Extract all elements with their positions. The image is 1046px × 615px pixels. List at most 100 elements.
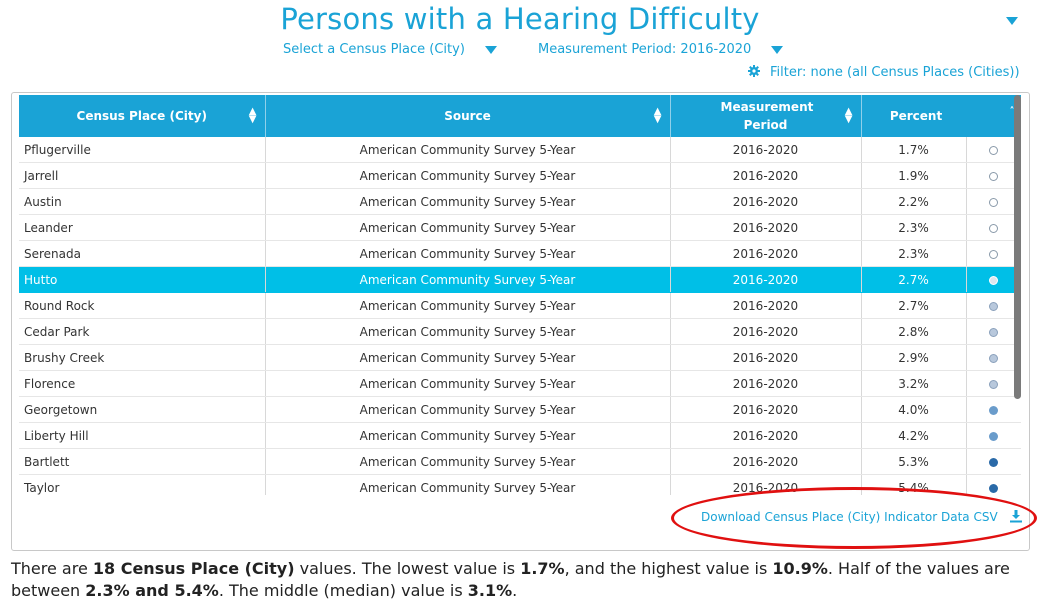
cell-period: 2016-2020: [670, 396, 862, 423]
table-row[interactable]: Round Rock American Community Survey 5-Ye…: [19, 292, 1021, 319]
cell-indicator: [966, 137, 1021, 163]
cell-source: American Community Survey 5-Year: [265, 240, 671, 267]
value-indicator-dot-icon: [989, 301, 998, 311]
cell-city: Jarrell: [19, 162, 266, 189]
value-indicator-dot-icon: [989, 197, 998, 207]
cell-city: Cedar Park: [19, 318, 266, 345]
table-scrollbar[interactable]: [1014, 95, 1021, 399]
data-table: Census Place (City) ▲ ▼ Source ▲ ▼ Measureme…: [19, 95, 1021, 495]
table-row[interactable]: Georgetown American Community Survey 5-Ye…: [19, 396, 1021, 423]
value-indicator-dot-icon: [989, 379, 998, 389]
cell-period: 2016-2020: [670, 344, 862, 371]
period-selector-label: Measurement Period: 2016-2020: [538, 42, 752, 57]
cell-indicator: [966, 448, 1021, 475]
column-header-period[interactable]: Measurement Period ▲ ▼: [670, 95, 862, 137]
place-selector[interactable]: Select a Census Place (City): [283, 42, 497, 57]
cell-percent: 3.2%: [861, 370, 967, 397]
cell-city: Austin: [19, 188, 266, 215]
cell-source: American Community Survey 5-Year: [265, 448, 671, 475]
cell-city: Florence: [19, 370, 266, 397]
cell-source: American Community Survey 5-Year: [265, 422, 671, 449]
cell-source: American Community Survey 5-Year: [265, 137, 671, 163]
cell-indicator: [966, 162, 1021, 189]
cell-indicator: [966, 266, 1021, 293]
cell-indicator: [966, 292, 1021, 319]
cell-city: Pflugerville: [19, 137, 266, 163]
cell-period: 2016-2020: [670, 370, 862, 397]
table-header-row: Census Place (City) ▲ ▼ Source ▲ ▼ Measureme…: [19, 95, 1021, 137]
cell-period: 2016-2020: [670, 162, 862, 189]
cell-period: 2016-2020: [670, 188, 862, 215]
cell-period: 2016-2020: [670, 318, 862, 345]
cell-percent: 4.2%: [861, 422, 967, 449]
value-indicator-dot-icon: [989, 405, 998, 415]
value-indicator-dot-icon: [989, 275, 998, 285]
cell-percent: 2.3%: [861, 214, 967, 241]
table-row[interactable]: Liberty Hill American Community Survey 5-…: [19, 422, 1021, 449]
filter-button[interactable]: Filter: none (all Census Places (Cities)…: [748, 65, 1020, 80]
column-header-source[interactable]: Source ▲ ▼: [265, 95, 671, 137]
cell-period: 2016-2020: [670, 214, 862, 241]
column-header-city[interactable]: Census Place (City) ▲ ▼: [19, 95, 266, 137]
cell-city: Georgetown: [19, 396, 266, 423]
cell-city: Leander: [19, 214, 266, 241]
cell-source: American Community Survey 5-Year: [265, 162, 671, 189]
cell-percent: 2.7%: [861, 292, 967, 319]
table-row[interactable]: Serenada American Community Survey 5-Year…: [19, 240, 1021, 267]
cell-indicator: [966, 422, 1021, 449]
table-row[interactable]: Jarrell American Community Survey 5-Year 2…: [19, 162, 1021, 189]
column-header-percent[interactable]: Percent ˄: [861, 95, 1021, 137]
cell-indicator: [966, 318, 1021, 345]
cell-percent: 4.0%: [861, 396, 967, 423]
highlight-annotation-oval: [671, 487, 1037, 549]
value-indicator-dot-icon: [989, 249, 998, 259]
cell-period: 2016-2020: [670, 240, 862, 267]
chevron-down-icon: [771, 45, 784, 54]
cell-source: American Community Survey 5-Year: [265, 214, 671, 241]
cell-city: Serenada: [19, 240, 266, 267]
cell-period: 2016-2020: [670, 266, 862, 293]
value-indicator-dot-icon: [989, 327, 998, 337]
title-dropdown-chevron-icon[interactable]: [1006, 17, 1018, 25]
cell-indicator: [966, 344, 1021, 371]
table-row[interactable]: Cedar Park American Community Survey 5-Ye…: [19, 318, 1021, 345]
cell-indicator: [966, 214, 1021, 241]
sort-icon: ▲ ▼: [844, 106, 853, 125]
cell-source: American Community Survey 5-Year: [265, 474, 671, 495]
cell-indicator: [966, 240, 1021, 267]
value-indicator-dot-icon: [989, 353, 998, 363]
cell-period: 2016-2020: [670, 137, 862, 163]
table-row[interactable]: Brushy Creek American Community Survey 5-…: [19, 344, 1021, 371]
value-indicator-dot-icon: [989, 171, 998, 181]
table-row[interactable]: Leander American Community Survey 5-Year 2…: [19, 214, 1021, 241]
table-scroll-area[interactable]: Census Place (City) ▲ ▼ Source ▲ ▼ Measureme…: [19, 95, 1021, 495]
cell-percent: 2.7%: [861, 266, 967, 293]
cell-period: 2016-2020: [670, 422, 862, 449]
table-row[interactable]: Bartlett American Community Survey 5-Year…: [19, 448, 1021, 475]
table-row[interactable]: Austin American Community Survey 5-Year 20…: [19, 188, 1021, 215]
cell-indicator: [966, 370, 1021, 397]
chevron-down-icon: [484, 45, 497, 54]
filter-label: Filter: none (all Census Places (Cities)…: [770, 65, 1020, 80]
period-selector[interactable]: Measurement Period: 2016-2020: [538, 42, 784, 57]
summary-text: There are 18 Census Place (City) values.…: [11, 559, 1010, 600]
cell-city: Brushy Creek: [19, 344, 266, 371]
cell-period: 2016-2020: [670, 292, 862, 319]
cell-city: Liberty Hill: [19, 422, 266, 449]
cell-city: Taylor: [19, 474, 266, 495]
data-table-panel: Census Place (City) ▲ ▼ Source ▲ ▼ Measureme…: [11, 92, 1030, 551]
cell-indicator: [966, 474, 1021, 495]
value-indicator-dot-icon: [989, 457, 998, 467]
cell-indicator: [966, 396, 1021, 423]
cell-source: American Community Survey 5-Year: [265, 188, 671, 215]
page-title: Persons with a Hearing Difficulty: [280, 2, 760, 36]
value-indicator-dot-icon: [989, 145, 998, 155]
cell-source: American Community Survey 5-Year: [265, 292, 671, 319]
table-row[interactable]: Florence American Community Survey 5-Year…: [19, 370, 1021, 397]
table-row[interactable]: Hutto American Community Survey 5-Year 201…: [19, 266, 1021, 293]
place-selector-label: Select a Census Place (City): [283, 42, 465, 57]
cell-city: Hutto: [19, 266, 266, 293]
value-indicator-dot-icon: [989, 431, 998, 441]
sort-icon: ▲ ▼: [248, 106, 257, 125]
table-row[interactable]: Pflugerville American Community Survey 5-…: [19, 137, 1021, 163]
